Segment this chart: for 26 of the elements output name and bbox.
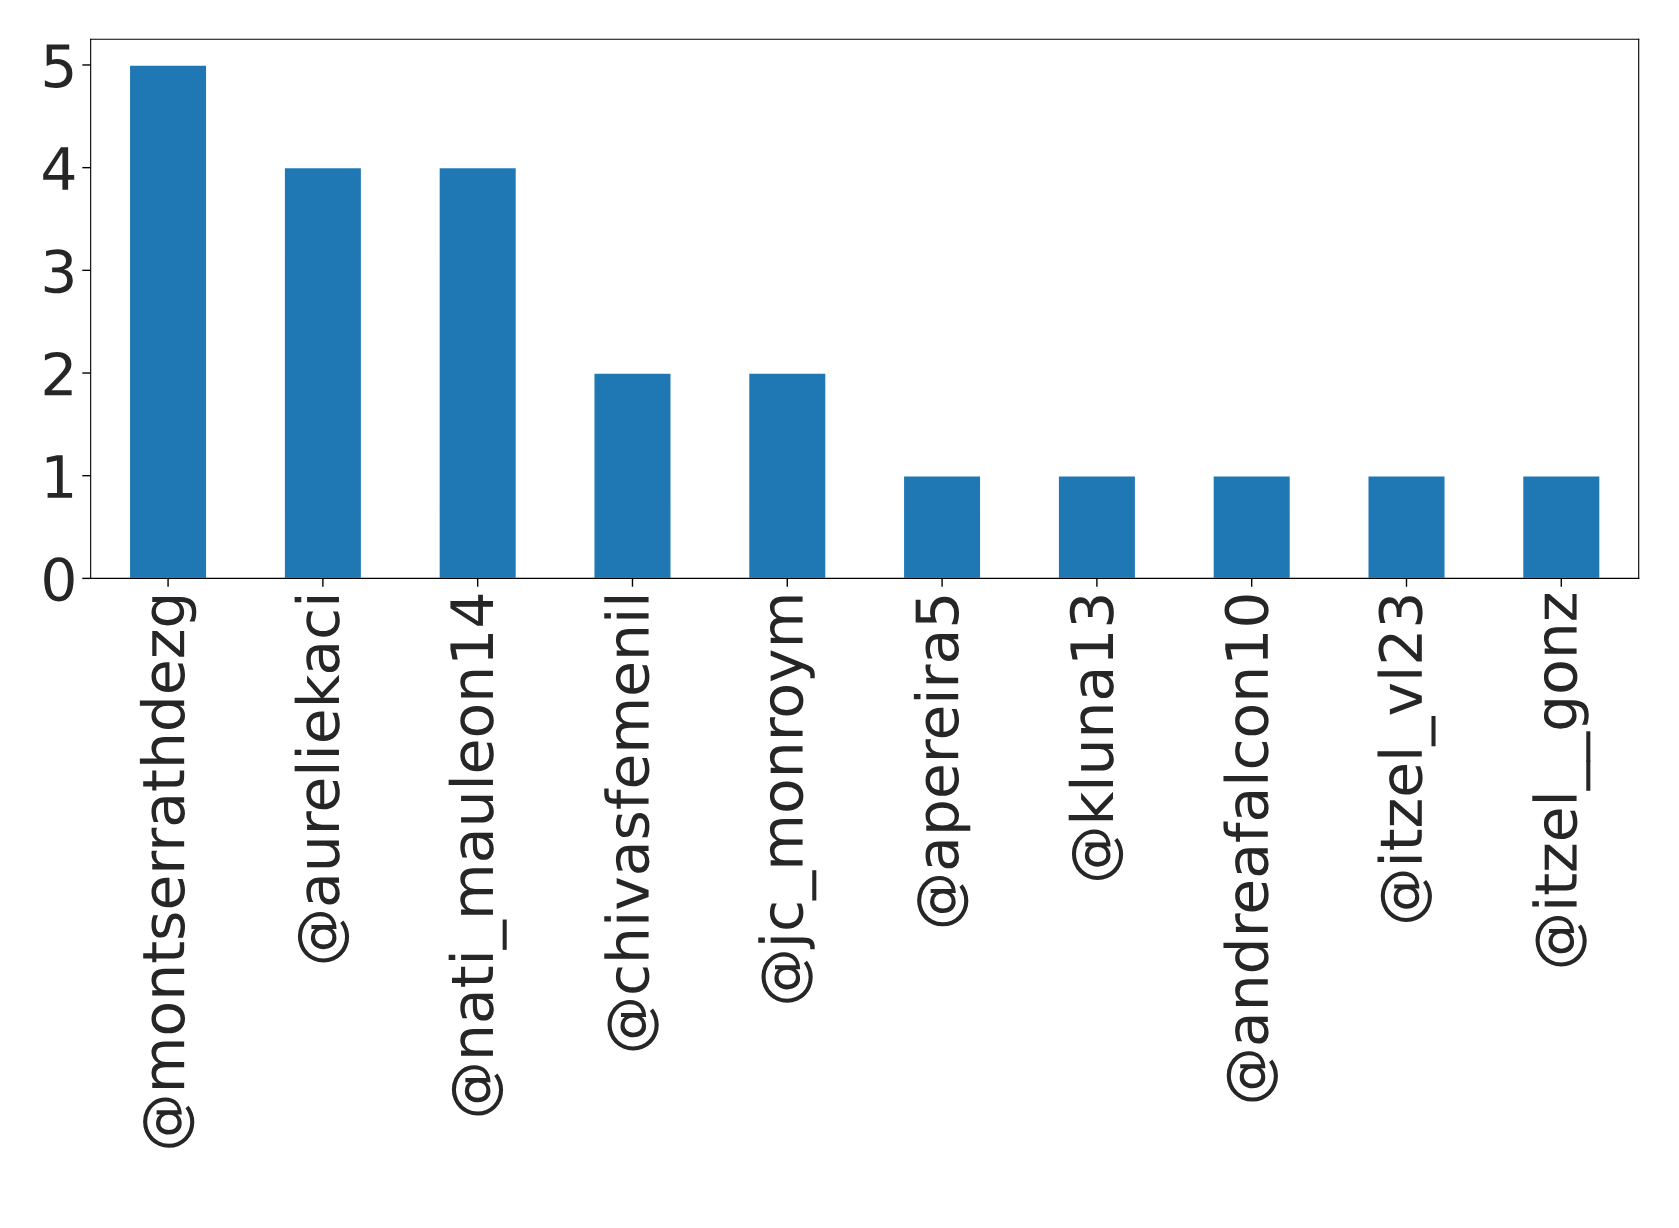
bar	[1367, 475, 1446, 579]
bar	[902, 475, 982, 579]
x-tick-label: @montserrathdezg	[139, 596, 197, 1148]
x-tick-label: @nati_mauleon14	[448, 594, 507, 1116]
y-tick-label: 5	[44, 44, 73, 88]
bar	[1521, 475, 1601, 579]
bar	[593, 372, 672, 579]
bar	[438, 166, 518, 579]
y-tick-label: 3	[44, 249, 73, 294]
x-tick-label: @chivasfemenil	[604, 597, 659, 1051]
x-tick-label: @andreafalcon10	[1223, 595, 1278, 1102]
bar	[747, 372, 827, 579]
x-tick-label: @itzel__gonz	[1532, 594, 1591, 967]
y-tick-label: 2	[44, 351, 72, 396]
x-tick-label: @kluna13	[1068, 596, 1124, 880]
y-tick-label: 4	[43, 147, 75, 190]
bar	[283, 166, 363, 579]
bar	[128, 64, 208, 579]
x-tick-label: @apereira5	[913, 596, 971, 927]
bar	[1057, 475, 1137, 579]
x-tick-label: @aureliekaci	[294, 597, 350, 963]
bar	[1212, 475, 1292, 579]
y-tick-label: 1	[46, 455, 73, 498]
y-tick-label: 0	[44, 557, 74, 602]
x-tick-label: @jc_monroym	[758, 596, 817, 1003]
x-tick-label: @itzel_vl23	[1377, 596, 1436, 922]
